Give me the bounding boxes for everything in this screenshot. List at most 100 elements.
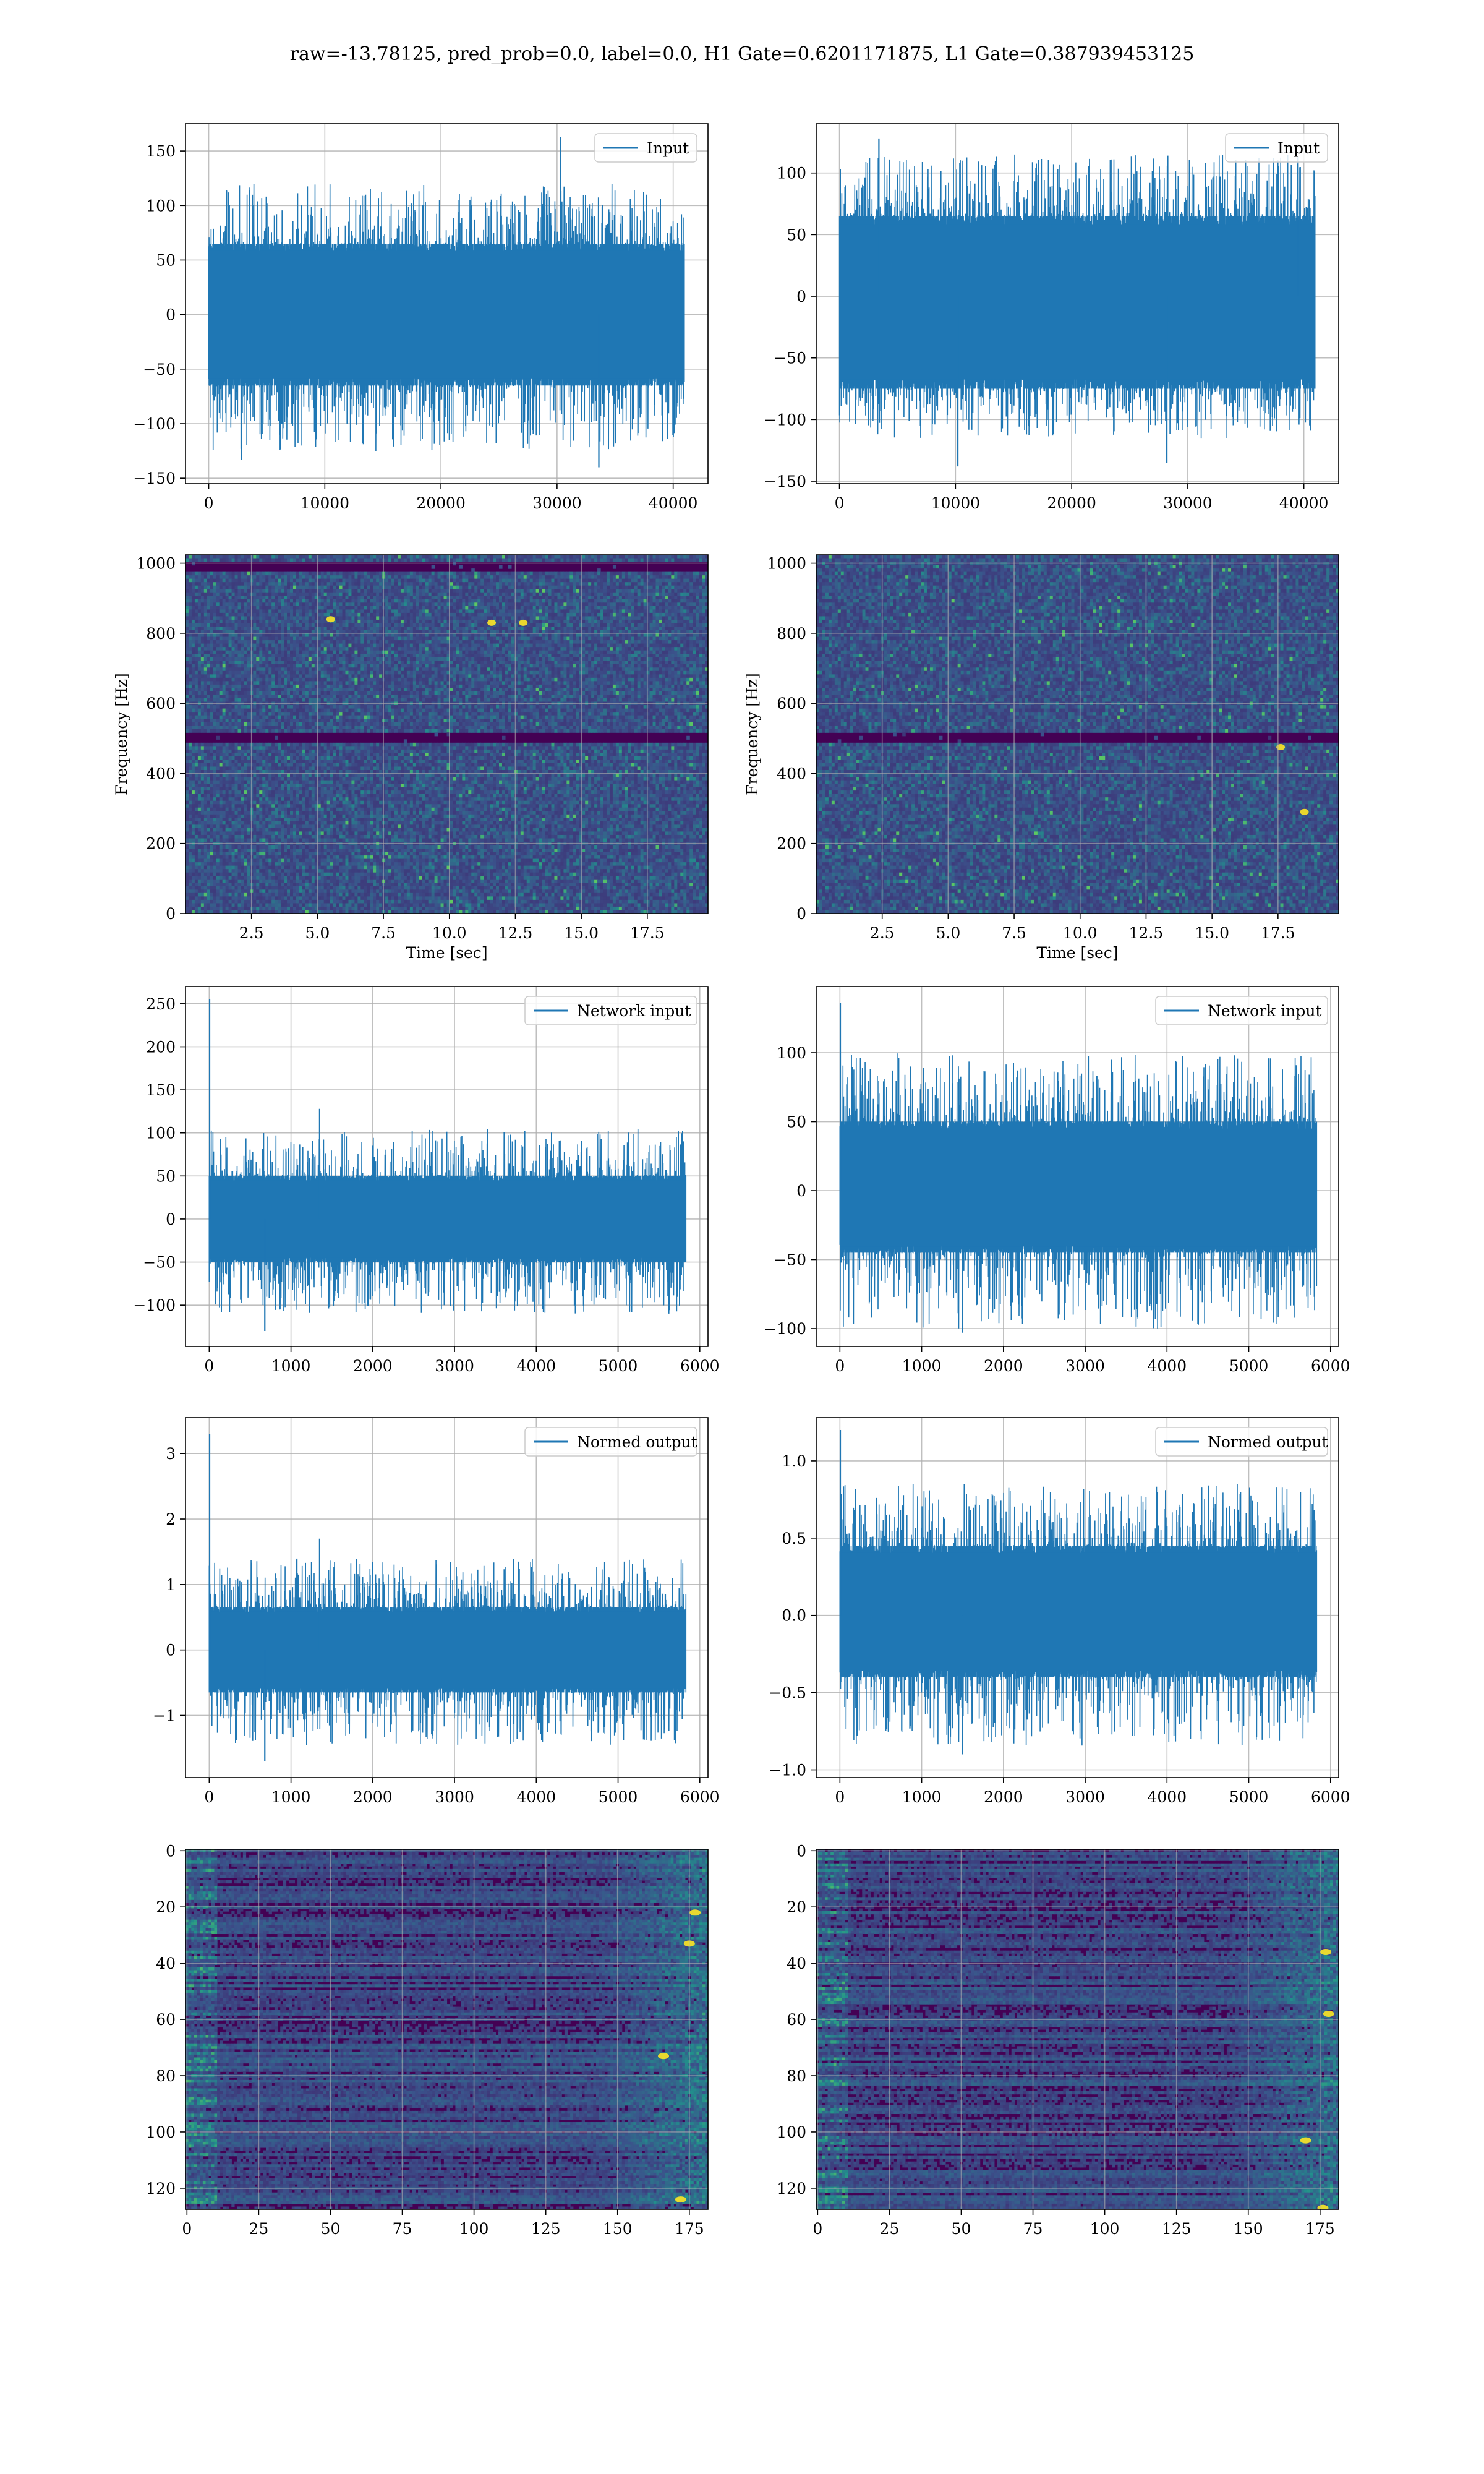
y-tick-label: −0.5 (769, 1684, 806, 1702)
y-tick-label: 120 (777, 2180, 806, 2198)
x-tick-label: 125 (1162, 2220, 1192, 2238)
y-tick-label: 200 (777, 835, 806, 853)
x-tick-label: 12.5 (498, 924, 533, 942)
y-tick-label: 50 (787, 1113, 806, 1131)
y-tick-label: 40 (156, 1954, 176, 1972)
y-tick-label: −100 (133, 415, 176, 433)
heatmap-hot-spot (1320, 1949, 1331, 1955)
y-tick-label: −50 (774, 349, 806, 367)
heatmap-hot-spot (1300, 809, 1309, 815)
x-tick-label: 5000 (599, 1788, 638, 1806)
x-axis-label: Time [sec] (406, 944, 487, 962)
legend: Normed output (525, 1427, 697, 1456)
x-tick-label: 10.0 (1063, 924, 1098, 942)
x-tick-label: 0 (204, 494, 214, 512)
y-tick-label: −100 (764, 1320, 806, 1338)
y-tick-label: 1000 (767, 555, 806, 573)
y-tick-label: 50 (787, 226, 806, 244)
heatmap-hot-spot (1323, 2011, 1334, 2017)
x-tick-label: 2.5 (239, 924, 264, 942)
x-tick-label: 2000 (984, 1357, 1023, 1375)
x-tick-label: 175 (675, 2220, 704, 2238)
heatmap-hot-spot (1317, 2205, 1328, 2211)
y-tick-label: 0 (166, 1641, 176, 1659)
y-tick-label: 150 (146, 1081, 176, 1099)
y-tick-label: 50 (156, 251, 176, 269)
y-tick-label: −50 (143, 1254, 176, 1272)
x-tick-label: 100 (459, 2220, 489, 2238)
y-tick-label: 150 (146, 142, 176, 160)
x-tick-label: 0 (835, 1788, 845, 1806)
x-tick-label: 4000 (1147, 1357, 1187, 1375)
x-tick-label: 175 (1305, 2220, 1335, 2238)
legend-label: Normed output (1208, 1433, 1328, 1451)
x-tick-label: 75 (393, 2220, 412, 2238)
y-tick-label: 0 (166, 905, 176, 923)
y-tick-label: −1 (153, 1706, 176, 1724)
y-tick-label: 100 (777, 2123, 806, 2141)
y-tick-label: 600 (146, 695, 176, 713)
y-tick-label: 200 (146, 835, 176, 853)
x-tick-label: 17.5 (1261, 924, 1295, 942)
x-tick-label: 20000 (416, 494, 466, 512)
y-tick-label: 2 (166, 1510, 176, 1528)
x-tick-label: 3000 (1065, 1357, 1105, 1375)
x-tick-label: 7.5 (371, 924, 396, 942)
x-tick-label: 5000 (599, 1357, 638, 1375)
heatmap-hot-spot (675, 2196, 686, 2202)
x-tick-label: 17.5 (630, 924, 665, 942)
x-tick-label: 5.0 (305, 924, 330, 942)
x-tick-label: 10.0 (432, 924, 467, 942)
x-tick-label: 5.0 (936, 924, 961, 942)
y-tick-label: 400 (146, 764, 176, 782)
y-tick-label: 20 (787, 1898, 806, 1916)
x-tick-label: 1000 (902, 1357, 942, 1375)
heatmap-hot-spot (487, 620, 496, 626)
y-tick-label: 60 (156, 2011, 176, 2029)
y-tick-label: 0 (796, 1182, 806, 1200)
heatmap-cells (186, 1849, 709, 2210)
x-tick-label: 150 (1234, 2220, 1263, 2238)
y-tick-label: −100 (133, 1296, 176, 1314)
legend: Network input (1156, 996, 1328, 1025)
x-tick-label: 5000 (1229, 1357, 1269, 1375)
x-tick-label: 2000 (353, 1357, 393, 1375)
heatmap-hot-spot (658, 2053, 669, 2059)
x-tick-label: 1000 (902, 1788, 942, 1806)
series-band (209, 250, 684, 378)
x-tick-label: 5000 (1229, 1788, 1269, 1806)
x-tick-label: 30000 (532, 494, 582, 512)
y-tick-label: −150 (133, 469, 176, 487)
x-tick-label: 10000 (931, 494, 981, 512)
x-tick-label: 0 (835, 494, 845, 512)
y-tick-label: 40 (787, 1954, 806, 1972)
x-tick-label: 3000 (435, 1788, 474, 1806)
y-tick-label: 100 (146, 2123, 176, 2141)
x-tick-label: 4000 (1147, 1788, 1187, 1806)
x-tick-label: 50 (952, 2220, 971, 2238)
y-tick-label: −100 (764, 411, 806, 429)
heatmap-cells (186, 555, 709, 914)
y-tick-label: 100 (777, 1044, 806, 1062)
x-tick-label: 2.5 (870, 924, 895, 942)
x-tick-label: 20000 (1047, 494, 1096, 512)
panel-spectrogram-left: 2.5 5.0 7.5 10.0 12.5 15.0 17.5020040060080010… (113, 555, 709, 962)
x-tick-label: 30000 (1163, 494, 1213, 512)
y-tick-label: 0.5 (782, 1530, 806, 1547)
x-tick-label: 15.0 (564, 924, 599, 942)
heatmap-hot-spot (519, 620, 527, 626)
x-tick-label: 0 (835, 1357, 845, 1375)
y-tick-label: 100 (146, 1124, 176, 1142)
x-tick-label: 3000 (1065, 1788, 1105, 1806)
x-tick-label: 6000 (680, 1788, 720, 1806)
y-tick-label: 120 (146, 2180, 176, 2198)
